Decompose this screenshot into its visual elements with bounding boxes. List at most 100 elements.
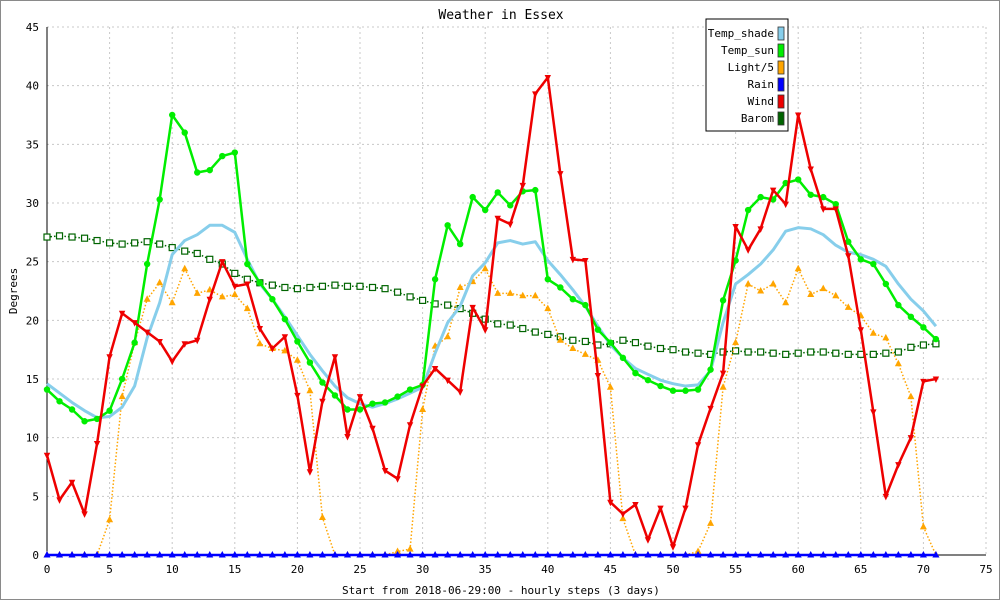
data-point-light-5 — [819, 284, 827, 292]
series-line-light-5 — [47, 267, 937, 556]
data-point-temp-sun — [344, 406, 351, 413]
data-point-wind — [757, 226, 764, 233]
data-point-wind — [394, 476, 401, 483]
data-point-barom — [869, 350, 877, 358]
data-point-wind — [544, 74, 551, 82]
data-point-rain — [707, 551, 715, 558]
data-point-wind — [832, 206, 839, 213]
data-point-wind — [444, 377, 451, 385]
data-point-rain — [106, 551, 114, 558]
x-axis-label: Start from 2018-06-29:00 - hourly steps … — [342, 584, 660, 597]
data-point-wind — [882, 493, 890, 501]
data-point-rain — [369, 551, 377, 558]
data-point-rain — [193, 551, 201, 558]
data-point-rain — [932, 551, 940, 558]
data-point-light-5 — [419, 405, 427, 413]
data-point-rain — [569, 551, 577, 558]
data-point-temp-sun — [845, 238, 852, 245]
x-tick-label: 60 — [792, 563, 805, 576]
data-point-rain — [343, 551, 351, 558]
data-point-rain — [531, 551, 539, 558]
data-point-rain — [431, 551, 439, 558]
data-point-temp-sun — [56, 398, 63, 405]
data-point-temp-sun — [269, 296, 276, 303]
data-point-light-5 — [231, 290, 239, 298]
data-point-wind — [156, 338, 163, 346]
data-point-barom — [68, 233, 76, 241]
data-point-rain — [444, 551, 452, 558]
y-tick-label: 5 — [32, 490, 39, 503]
data-point-barom — [819, 348, 827, 356]
data-point-rain — [732, 551, 740, 558]
data-point-rain — [907, 551, 915, 558]
legend-label-temp-shade: Temp_shade — [708, 27, 774, 40]
data-point-temp-sun — [907, 313, 915, 321]
data-point-barom — [55, 232, 64, 240]
data-point-temp-sun — [93, 415, 101, 423]
data-point-rain — [807, 551, 815, 558]
data-point-barom — [168, 243, 176, 252]
x-tick-label: 75 — [979, 563, 992, 576]
data-point-rain — [231, 551, 239, 558]
data-point-temp-sun — [81, 418, 88, 425]
data-point-light-5 — [744, 279, 752, 287]
data-point-barom — [569, 336, 577, 344]
data-point-light-5 — [494, 289, 502, 296]
data-point-temp-sun — [820, 193, 827, 201]
data-point-rain — [682, 551, 690, 558]
data-point-light-5 — [694, 547, 702, 554]
data-point-barom — [393, 288, 402, 296]
data-point-barom — [844, 350, 852, 358]
data-point-wind — [732, 223, 739, 231]
data-point-light-5 — [869, 329, 877, 336]
data-point-temp-sun — [682, 387, 689, 394]
data-point-rain — [832, 551, 840, 558]
data-point-rain — [894, 551, 902, 558]
series-temp-shade — [46, 223, 938, 420]
legend-box — [705, 18, 789, 132]
data-point-light-5 — [544, 304, 552, 312]
data-point-temp-sun — [356, 406, 364, 413]
data-point-barom — [206, 255, 214, 263]
legend-label-wind: Wind — [748, 95, 775, 108]
data-point-light-5 — [118, 392, 126, 400]
data-point-light-5 — [794, 264, 802, 272]
data-point-rain — [631, 551, 639, 558]
data-point-light-5 — [218, 292, 226, 300]
y-tick-label: 25 — [26, 256, 39, 269]
data-point-barom — [143, 238, 151, 246]
x-tick-label: 45 — [604, 563, 617, 576]
data-point-wind — [194, 337, 201, 345]
data-point-rain — [56, 551, 64, 558]
data-point-light-5 — [732, 338, 740, 346]
x-tick-label: 0 — [44, 563, 51, 576]
data-point-light-5 — [156, 278, 164, 286]
legend-swatch-wind — [777, 94, 785, 109]
legend-swatch-barom — [777, 111, 785, 126]
data-point-temp-sun — [294, 338, 301, 345]
data-point-wind — [406, 422, 414, 429]
data-point-barom — [268, 281, 276, 289]
data-point-wind — [469, 304, 476, 312]
data-point-temp-sun — [444, 222, 451, 229]
data-point-temp-sun — [744, 206, 752, 214]
data-point-light-5 — [281, 346, 289, 354]
data-point-barom — [368, 283, 377, 292]
data-point-barom — [769, 349, 777, 357]
data-point-wind — [782, 201, 789, 209]
data-point-temp-sun — [143, 260, 151, 268]
data-point-temp-sun — [494, 189, 501, 196]
data-point-wind — [607, 499, 614, 507]
series-line-barom — [46, 235, 936, 356]
data-point-rain — [494, 551, 502, 558]
data-point-barom — [118, 240, 126, 248]
series-temp-sun — [43, 111, 940, 425]
series-wind — [43, 74, 940, 551]
data-point-barom — [794, 349, 802, 357]
data-point-temp-sun — [68, 406, 76, 413]
data-point-wind — [519, 182, 526, 190]
legend-swatch-rain — [777, 77, 785, 92]
data-point-temp-sun — [169, 111, 176, 119]
data-point-barom — [381, 285, 389, 293]
data-point-light-5 — [757, 287, 765, 294]
